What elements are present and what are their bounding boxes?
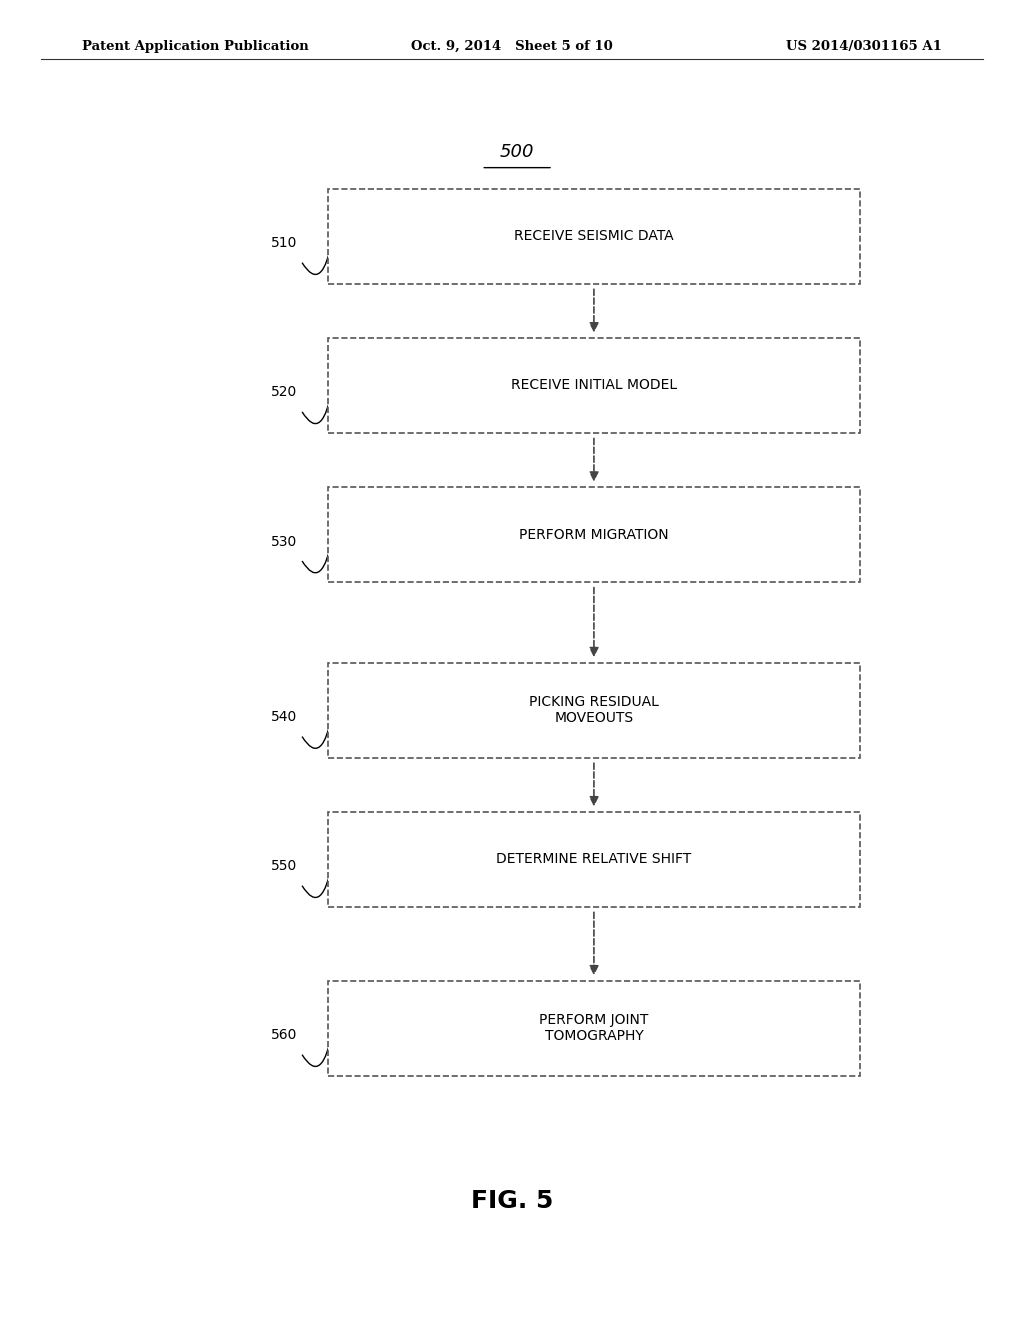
- Text: RECEIVE INITIAL MODEL: RECEIVE INITIAL MODEL: [511, 379, 677, 392]
- Text: 560: 560: [270, 1028, 297, 1043]
- FancyBboxPatch shape: [328, 189, 860, 284]
- Text: 520: 520: [270, 385, 297, 400]
- Text: PICKING RESIDUAL
MOVEOUTS: PICKING RESIDUAL MOVEOUTS: [529, 696, 658, 725]
- FancyBboxPatch shape: [328, 812, 860, 907]
- Text: 500: 500: [500, 143, 535, 161]
- Text: 530: 530: [270, 535, 297, 549]
- FancyBboxPatch shape: [328, 981, 860, 1076]
- Text: DETERMINE RELATIVE SHIFT: DETERMINE RELATIVE SHIFT: [497, 853, 691, 866]
- Text: US 2014/0301165 A1: US 2014/0301165 A1: [786, 40, 942, 53]
- Text: RECEIVE SEISMIC DATA: RECEIVE SEISMIC DATA: [514, 230, 674, 243]
- FancyBboxPatch shape: [328, 663, 860, 758]
- Text: FIG. 5: FIG. 5: [471, 1189, 553, 1213]
- FancyBboxPatch shape: [328, 487, 860, 582]
- Text: 510: 510: [270, 236, 297, 251]
- Text: PERFORM MIGRATION: PERFORM MIGRATION: [519, 528, 669, 541]
- Text: 540: 540: [270, 710, 297, 725]
- Text: Patent Application Publication: Patent Application Publication: [82, 40, 308, 53]
- Text: 550: 550: [270, 859, 297, 874]
- FancyBboxPatch shape: [328, 338, 860, 433]
- Text: PERFORM JOINT
TOMOGRAPHY: PERFORM JOINT TOMOGRAPHY: [540, 1014, 648, 1043]
- Text: Oct. 9, 2014   Sheet 5 of 10: Oct. 9, 2014 Sheet 5 of 10: [411, 40, 613, 53]
